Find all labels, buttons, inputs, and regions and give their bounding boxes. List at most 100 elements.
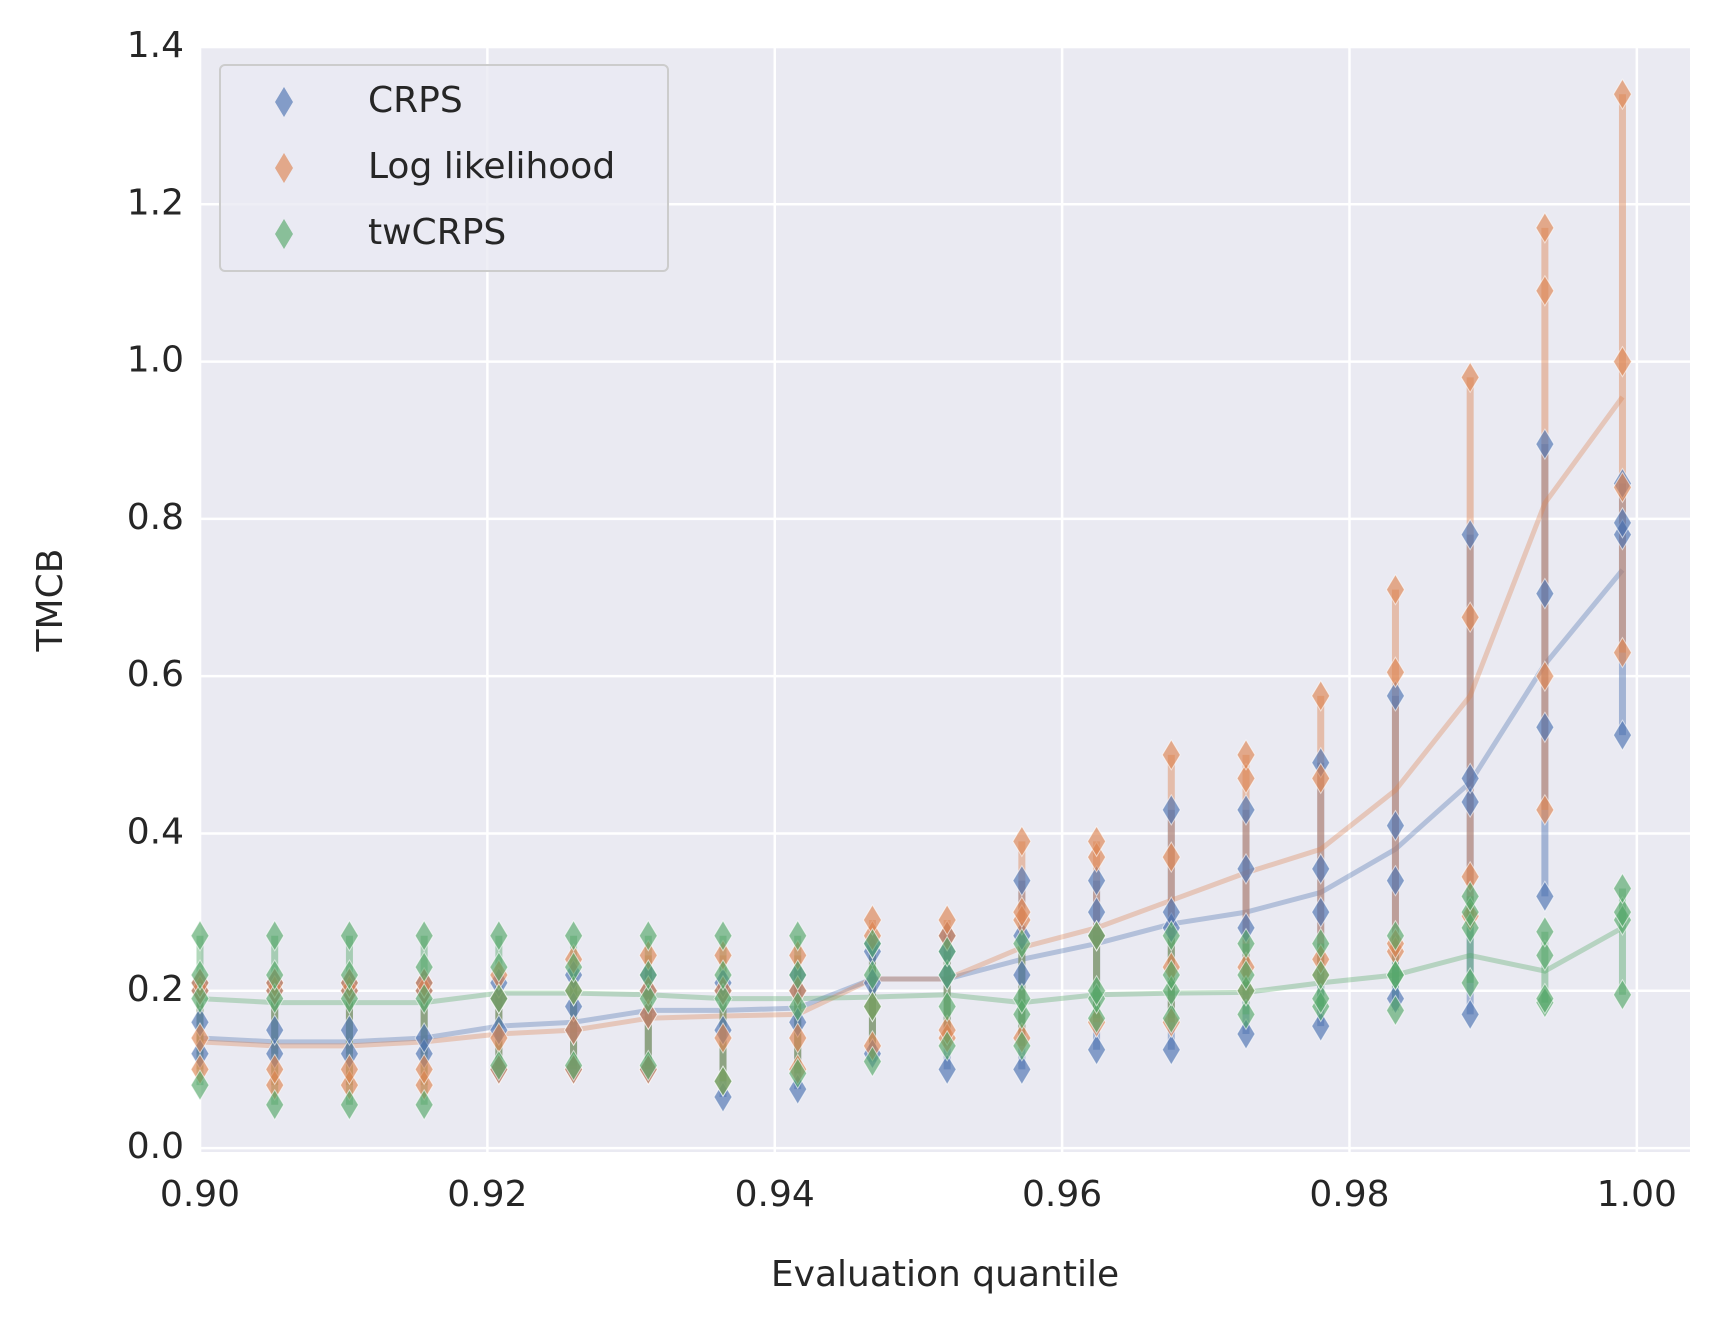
x-tick-label: 0.96	[1022, 1174, 1102, 1215]
point	[1385, 573, 1406, 606]
point	[638, 1049, 658, 1082]
point	[1311, 762, 1331, 795]
x-tick-label: 0.94	[735, 1174, 815, 1215]
point	[190, 982, 210, 1015]
point	[1087, 825, 1107, 858]
point	[788, 959, 808, 992]
point	[265, 1014, 285, 1047]
point	[638, 919, 658, 952]
point	[1385, 656, 1406, 689]
point	[1236, 793, 1256, 826]
point	[1161, 1033, 1181, 1066]
legend-label: CRPS	[368, 80, 463, 121]
point	[414, 919, 434, 952]
point	[1612, 719, 1633, 752]
point	[1161, 841, 1181, 874]
point	[1612, 636, 1633, 669]
point	[1535, 211, 1555, 244]
point	[339, 919, 360, 952]
point	[713, 919, 733, 952]
point	[1460, 998, 1480, 1031]
point	[788, 919, 808, 952]
point	[1311, 852, 1331, 885]
point	[937, 1029, 957, 1062]
point	[1535, 428, 1555, 461]
point	[1311, 896, 1331, 929]
point	[1311, 1010, 1331, 1043]
point	[1236, 738, 1256, 771]
point	[713, 959, 733, 992]
point	[1535, 577, 1555, 610]
point	[1087, 1002, 1107, 1035]
point	[1460, 361, 1480, 394]
point	[1535, 660, 1555, 693]
point	[265, 959, 285, 992]
x-tick-label: 0.98	[1309, 1174, 1389, 1215]
point	[937, 990, 957, 1023]
point	[339, 959, 360, 992]
point	[489, 919, 509, 952]
y-tick-label: 0.2	[127, 969, 184, 1010]
point	[1236, 959, 1256, 992]
point	[862, 927, 883, 960]
point	[265, 1053, 285, 1086]
point	[713, 1065, 733, 1098]
point	[1612, 506, 1633, 539]
point	[862, 990, 883, 1023]
point	[713, 1021, 733, 1054]
point	[638, 982, 658, 1015]
point	[1311, 927, 1331, 960]
legend-marker	[275, 219, 293, 249]
point	[937, 935, 957, 968]
point	[1012, 864, 1032, 897]
point	[1612, 896, 1633, 929]
point	[1161, 959, 1181, 992]
point	[862, 959, 883, 992]
point	[265, 919, 285, 952]
point	[489, 1049, 509, 1082]
point	[1161, 1002, 1181, 1035]
point	[1311, 982, 1331, 1015]
point	[190, 959, 210, 992]
point	[1535, 274, 1555, 307]
point	[788, 990, 808, 1023]
point	[1087, 1033, 1107, 1066]
point	[414, 951, 434, 984]
y-tick-label: 0.6	[127, 654, 184, 695]
y-tick-label: 0.0	[127, 1126, 184, 1167]
point	[563, 919, 584, 952]
point	[265, 982, 285, 1015]
point	[1612, 872, 1633, 905]
point	[1012, 1053, 1032, 1086]
legend-marker	[275, 87, 293, 117]
mean-line	[199, 395, 1625, 1049]
point	[1535, 793, 1555, 826]
point	[563, 1014, 584, 1047]
point	[489, 982, 509, 1015]
legend-marker	[275, 153, 293, 183]
point	[339, 1053, 360, 1086]
point	[1535, 982, 1555, 1015]
point	[1612, 471, 1633, 504]
point	[339, 1088, 360, 1121]
point	[489, 951, 509, 984]
y-tick-label: 1.4	[127, 25, 184, 66]
x-tick-label: 1.00	[1597, 1174, 1677, 1215]
point	[1012, 896, 1032, 929]
point	[1385, 919, 1406, 952]
point	[1535, 915, 1555, 948]
point	[1385, 959, 1406, 992]
y-tick-label: 1.0	[127, 340, 184, 381]
point	[1385, 809, 1406, 842]
point	[1161, 793, 1181, 826]
point	[414, 1088, 434, 1121]
point	[339, 982, 360, 1015]
point	[1311, 959, 1331, 992]
point	[1087, 974, 1107, 1007]
point	[1087, 864, 1107, 897]
point	[414, 1021, 434, 1054]
point	[414, 982, 434, 1015]
point	[1612, 78, 1633, 111]
point	[265, 1088, 285, 1121]
point	[1012, 1029, 1032, 1062]
